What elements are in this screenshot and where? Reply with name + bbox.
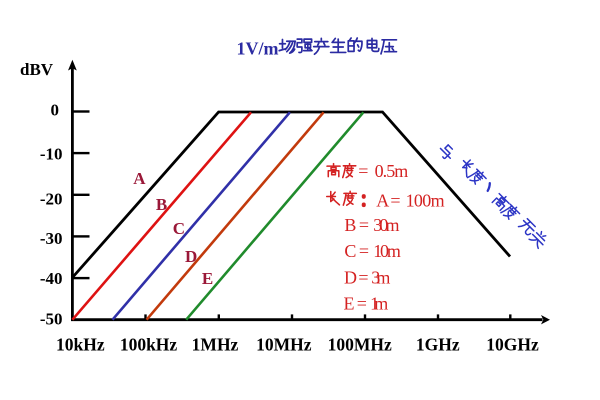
- svg-text:B: B: [344, 215, 356, 235]
- svg-text:1V/m: 1V/m: [237, 39, 279, 59]
- svg-text:10GHz: 10GHz: [486, 335, 539, 355]
- svg-text:0.5m: 0.5m: [375, 161, 409, 181]
- svg-text:-40: -40: [40, 269, 63, 288]
- svg-text:D: D: [344, 268, 357, 288]
- svg-text:A: A: [376, 191, 389, 211]
- svg-text:=: =: [358, 161, 368, 181]
- svg-text:100kHz: 100kHz: [120, 335, 178, 355]
- svg-text:100MHz: 100MHz: [328, 335, 392, 355]
- svg-text:E: E: [344, 294, 355, 314]
- svg-text:-50: -50: [40, 309, 63, 328]
- svg-text:10MHz: 10MHz: [256, 335, 312, 355]
- svg-text:-10: -10: [40, 145, 63, 164]
- svg-text:1MHz: 1MHz: [192, 335, 239, 355]
- svg-text:B: B: [156, 195, 167, 214]
- svg-text:E: E: [202, 269, 213, 288]
- svg-text:C: C: [173, 219, 185, 238]
- svg-text:=: =: [357, 294, 367, 314]
- svg-text:0: 0: [51, 101, 60, 120]
- svg-text:1GHz: 1GHz: [416, 335, 460, 355]
- svg-text:D: D: [185, 247, 197, 266]
- svg-text:10m: 10m: [373, 241, 401, 261]
- svg-text:=: =: [358, 268, 368, 288]
- svg-text:10kHz: 10kHz: [56, 335, 105, 355]
- svg-text:1m: 1m: [370, 294, 388, 314]
- svg-text:=: =: [359, 215, 369, 235]
- svg-text:3m: 3m: [371, 268, 390, 288]
- svg-text:A: A: [133, 169, 146, 188]
- svg-text:=: =: [359, 241, 369, 261]
- svg-text:dBV: dBV: [20, 60, 54, 79]
- svg-text:-20: -20: [40, 190, 63, 209]
- svg-text:-30: -30: [40, 229, 63, 248]
- svg-text:=: =: [390, 191, 400, 211]
- svg-text:30m: 30m: [373, 215, 399, 235]
- svg-text:100m: 100m: [406, 191, 445, 211]
- svg-text:C: C: [344, 241, 356, 261]
